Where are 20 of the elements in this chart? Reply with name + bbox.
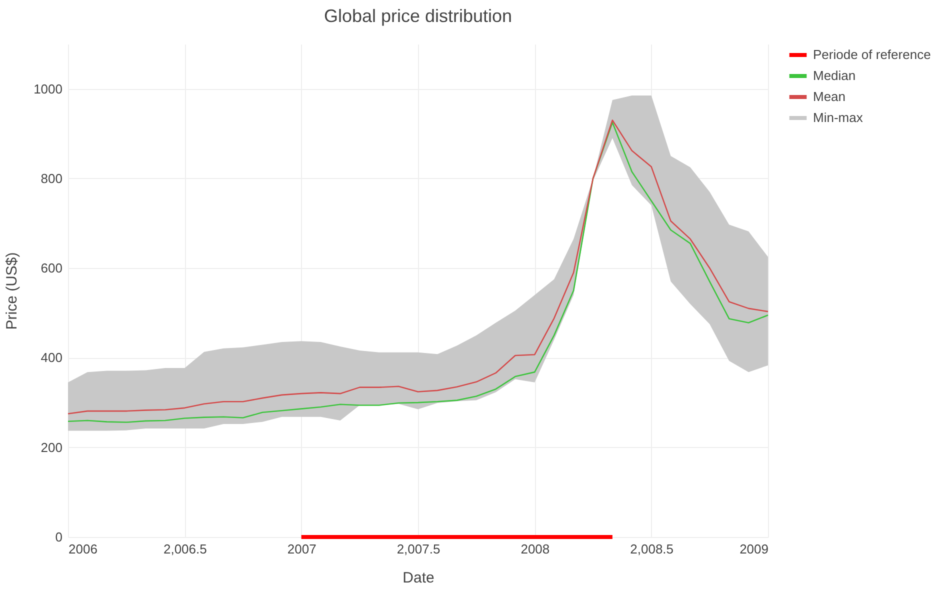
x-tick-label: 2007	[287, 542, 316, 556]
y-axis-title: Price (US$)	[4, 252, 21, 330]
x-tick-label: 2,006.5	[163, 542, 207, 556]
y-tick-label: 400	[40, 350, 62, 366]
y-tick-label: 0	[55, 530, 62, 544]
y-tick-label: 800	[40, 170, 62, 186]
legend-label: Periode of reference	[813, 47, 931, 62]
legend-label: Mean	[813, 89, 846, 104]
x-tick-label: 2009	[740, 542, 768, 556]
x-tick-label: 2,007.5	[396, 542, 440, 556]
x-tick-label: 2,008.5	[630, 542, 674, 556]
y-tick-label: 200	[40, 440, 62, 455]
y-tick-label: 600	[40, 260, 62, 276]
legend-label: Median	[813, 68, 856, 83]
legend-label: Min-max	[813, 110, 864, 125]
chart-title: Global price distribution	[324, 6, 512, 26]
y-tick-label: 1000	[34, 81, 62, 96]
x-tick-label: 2008	[520, 542, 550, 556]
x-axis-title: Date	[402, 570, 434, 586]
x-tick-label: 2006	[68, 542, 98, 556]
